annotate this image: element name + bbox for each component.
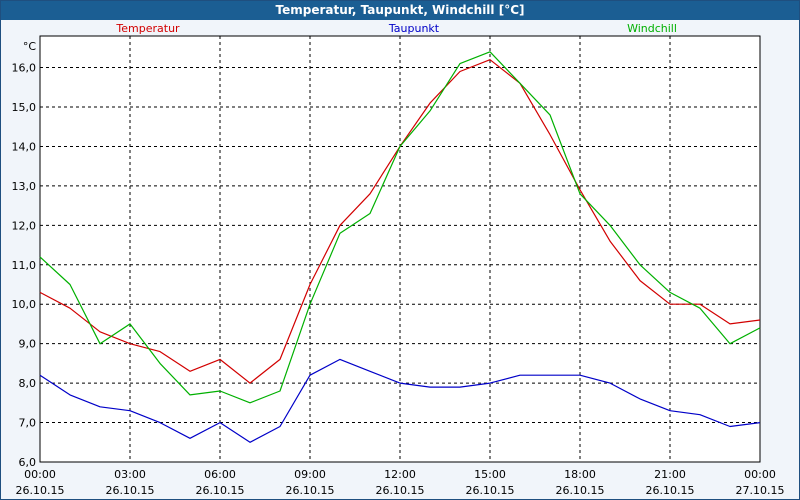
series-layer bbox=[39, 51, 761, 443]
axes: 6,0 7,0 8,0 9,0 10,0 11,0 12,0 13,0 14,0 15,0 16,0… bbox=[12, 35, 785, 497]
x-tick-time: 00:00 bbox=[24, 468, 56, 481]
y-tick-label: 10,0 bbox=[12, 298, 37, 311]
chart-title: Temperatur, Taupunkt, Windchill [°C] bbox=[1, 1, 799, 20]
x-tick-date: 26.10.15 bbox=[16, 484, 65, 497]
x-tick-date: 27.10.15 bbox=[736, 484, 785, 497]
plot-frame bbox=[39, 35, 761, 463]
y-tick-label: 15,0 bbox=[12, 101, 37, 114]
x-tick-time: 12:00 bbox=[384, 468, 416, 481]
y-tick-label: 7,0 bbox=[19, 417, 37, 430]
y-tick-label: 13,0 bbox=[12, 180, 37, 193]
y-tick-label: 8,0 bbox=[19, 377, 37, 390]
x-tick-time: 03:00 bbox=[114, 468, 146, 481]
y-tick-label: 14,0 bbox=[12, 140, 37, 153]
y-tick-label: 12,0 bbox=[12, 219, 37, 232]
legend: Temperatur Taupunkt Windchill bbox=[115, 22, 677, 35]
legend-entry-taupunkt: Taupunkt bbox=[388, 22, 440, 35]
x-tick-time: 18:00 bbox=[564, 468, 596, 481]
legend-entry-windchill: Windchill bbox=[627, 22, 677, 35]
x-tick-date: 26.10.15 bbox=[106, 484, 155, 497]
y-tick-label: 16,0 bbox=[12, 62, 37, 75]
y-tick-label: 11,0 bbox=[12, 259, 37, 272]
series-line-windchill bbox=[39, 51, 761, 404]
x-tick-time: 06:00 bbox=[204, 468, 236, 481]
x-tick-date: 26.10.15 bbox=[376, 484, 425, 497]
x-tick-date: 26.10.15 bbox=[196, 484, 245, 497]
x-tick-date: 26.10.15 bbox=[286, 484, 335, 497]
legend-entry-temperatur: Temperatur bbox=[115, 22, 180, 35]
series-line-taupunkt bbox=[39, 358, 761, 443]
x-tick-time: 21:00 bbox=[654, 468, 686, 481]
x-tick-time: 00:00 bbox=[744, 468, 776, 481]
y-tick-label: 6,0 bbox=[19, 456, 37, 469]
y-unit-label: °C bbox=[23, 40, 37, 53]
x-tick-date: 26.10.15 bbox=[646, 484, 695, 497]
x-tick-date: 26.10.15 bbox=[556, 484, 605, 497]
x-tick-time: 09:00 bbox=[294, 468, 326, 481]
x-tick-date: 26.10.15 bbox=[466, 484, 515, 497]
y-tick-label: 9,0 bbox=[19, 338, 37, 351]
x-tick-time: 15:00 bbox=[474, 468, 506, 481]
